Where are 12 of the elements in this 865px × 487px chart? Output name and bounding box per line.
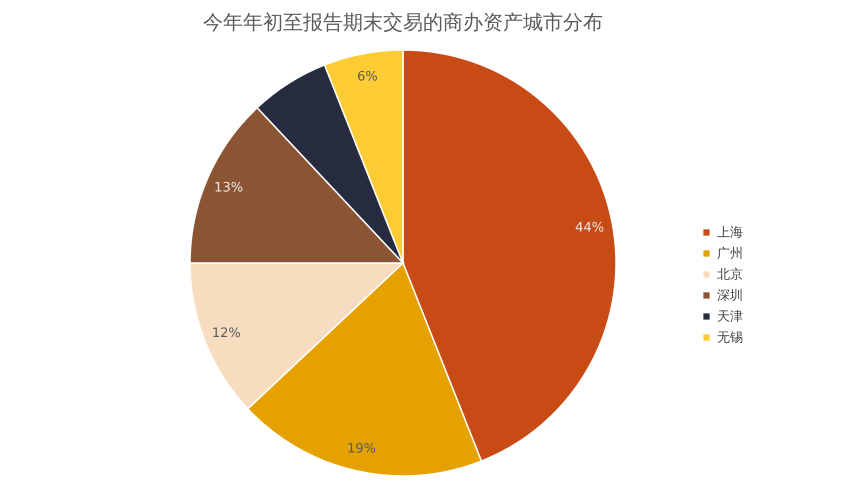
chart-title: 今年年初至报告期末交易的商办资产城市分布 xyxy=(203,10,603,34)
data-label: 19% xyxy=(347,441,376,456)
legend-label: 天津 xyxy=(717,310,743,324)
legend-label: 广州 xyxy=(717,246,743,262)
legend-label: 上海 xyxy=(717,226,743,240)
data-label: 13% xyxy=(214,180,244,196)
data-label: 6% xyxy=(357,69,378,84)
legend-label: 无锡 xyxy=(717,330,743,346)
legend-label: 深圳 xyxy=(717,288,743,304)
legend-label: 北京 xyxy=(717,268,743,282)
data-label: 44% xyxy=(575,220,604,236)
data-label: 12% xyxy=(212,326,241,341)
